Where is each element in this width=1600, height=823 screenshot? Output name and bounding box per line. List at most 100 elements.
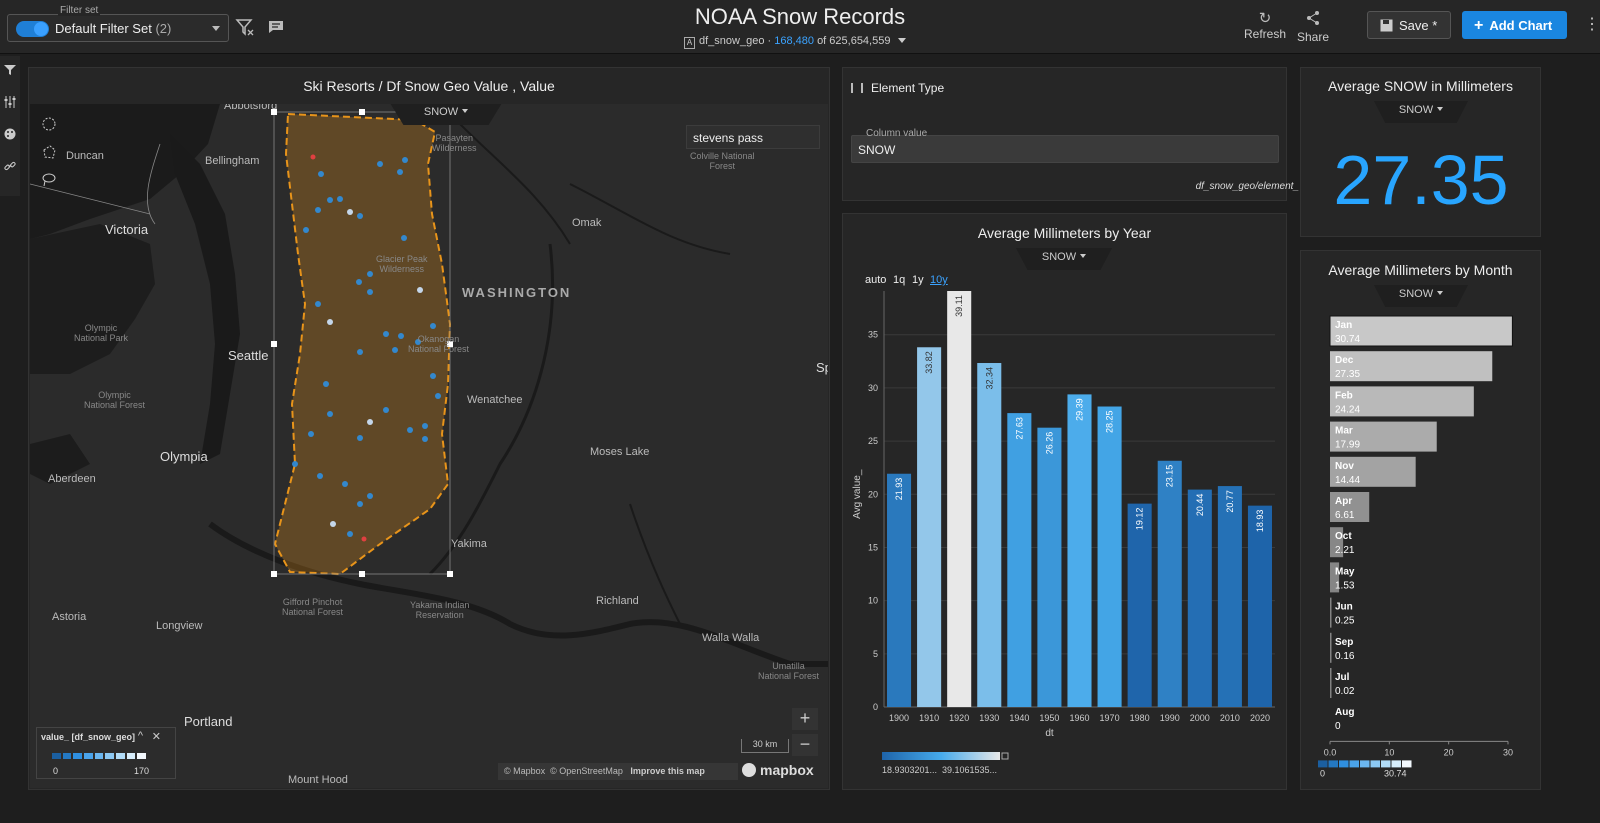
map-point (361, 536, 367, 542)
y-tick-label: 0 (873, 702, 878, 712)
x-tick-label: 30 (1503, 747, 1513, 757)
resize-handle[interactable] (271, 341, 277, 347)
draw-lasso-icon[interactable] (42, 173, 56, 187)
link-icon[interactable] (0, 152, 20, 184)
zoom-out-button[interactable]: − (792, 734, 818, 756)
park-label: Okanogan National Forest (408, 334, 470, 354)
map-point (330, 521, 336, 527)
park-label: Umatilla National Forest (758, 661, 820, 681)
palette-icon[interactable] (0, 120, 20, 152)
year-bar (1097, 406, 1122, 707)
month-bar-value: 6.61 (1335, 510, 1355, 521)
close-icon[interactable]: ✕ (151, 731, 161, 743)
timeframe-1q[interactable]: 1q (893, 274, 906, 286)
color-scale-max: 39.1061535... (942, 765, 997, 775)
comment-icon[interactable] (267, 19, 285, 40)
filter-set-toggle[interactable] (16, 21, 49, 37)
more-menu-icon[interactable]: ⋮ (1584, 16, 1600, 33)
map-point (367, 419, 373, 425)
map-search-input[interactable]: stevens pass (686, 125, 820, 149)
legend-swatch (1381, 760, 1391, 768)
year-measure-tab[interactable]: SNOW (1016, 248, 1112, 270)
x-tick-label: 1950 (1039, 713, 1059, 723)
save-button[interactable]: Save * (1367, 11, 1451, 39)
month-bar-value: 30.74 (1335, 334, 1360, 345)
kpi-value: 27.35 (1333, 141, 1509, 219)
x-tick-label: 1940 (1009, 713, 1029, 723)
year-bar (977, 363, 1002, 707)
selection-polygon[interactable] (273, 112, 452, 576)
timeframe-auto[interactable]: auto (865, 274, 887, 286)
map-canvas[interactable]: SNOW Abbotsford Duncan Bellingham Victor… (30, 104, 828, 788)
month-bar-category: Sep (1335, 637, 1353, 648)
place-label: Aberdeen (48, 473, 96, 485)
month-bar-value: 17.99 (1335, 440, 1360, 451)
map-point (327, 411, 333, 417)
legend-swatch (1391, 760, 1401, 768)
legend-swatch (1339, 760, 1349, 768)
year-bar-label: 18.93 (1255, 510, 1265, 533)
map-terrain (30, 104, 828, 788)
map-point (347, 531, 353, 537)
place-label: Duncan (66, 150, 104, 162)
draw-polygon-icon[interactable] (42, 145, 56, 159)
month-bar-value: 1.53 (1335, 580, 1355, 591)
year-bar-label: 23.15 (1165, 465, 1175, 488)
refresh-button[interactable]: ↻ Refresh (1244, 10, 1286, 41)
resize-handle[interactable] (359, 109, 365, 115)
month-bar-value: 14.44 (1335, 475, 1360, 486)
year-bar-label: 39.11 (954, 295, 964, 317)
color-scale-bar (882, 752, 1000, 760)
month-measure-tab[interactable]: SNOW (1374, 285, 1468, 307)
map-point (415, 339, 421, 345)
x-tick-label: 1910 (919, 713, 939, 723)
map-point (292, 461, 298, 467)
month-bar-value: 0.02 (1335, 686, 1355, 697)
column-value-field[interactable]: Column value SNOW (851, 128, 1279, 163)
filter-set-select[interactable]: Filter set Default Filter Set (2) (7, 5, 229, 42)
zoom-in-button[interactable]: + (792, 708, 818, 730)
map-measure-tab[interactable]: SNOW (390, 104, 502, 125)
place-label: Bellingham (205, 155, 260, 167)
map-point (397, 169, 403, 175)
timeframe-1y[interactable]: 1y (912, 274, 924, 286)
kpi-measure-tab[interactable]: SNOW (1374, 101, 1468, 123)
color-scale-min: 18.9303201... (882, 765, 937, 775)
timeframe-10y[interactable]: 10y (930, 274, 948, 286)
resize-handle[interactable] (359, 571, 365, 577)
map-panel-title: Ski Resorts / Df Snow Geo Value , Value (303, 78, 555, 94)
place-label: Abbotsford (224, 104, 278, 112)
sliders-icon[interactable] (0, 88, 20, 120)
resize-handle[interactable] (447, 571, 453, 577)
resize-handle[interactable] (271, 109, 277, 115)
share-button[interactable]: Share (1297, 10, 1329, 44)
chevron-down-icon (898, 38, 907, 43)
add-chart-button[interactable]: + Add Chart (1462, 11, 1567, 39)
park-label: Yakama Indian Reservation (410, 600, 470, 620)
osm-link[interactable]: © OpenStreetMap (550, 766, 623, 776)
improve-map-link[interactable]: Improve this map (630, 766, 705, 776)
y-tick-label: 5 (873, 649, 878, 659)
month-bar (1330, 421, 1437, 452)
year-bar-label: 26.26 (1044, 432, 1054, 455)
map-point (357, 435, 363, 441)
resize-handle[interactable] (271, 571, 277, 577)
map-point (398, 333, 404, 339)
map-point (315, 207, 321, 213)
legend-swatch (1402, 760, 1412, 768)
month-bar (1330, 527, 1344, 558)
collapse-icon[interactable]: ^ (137, 730, 143, 742)
month-bar (1330, 632, 1332, 663)
place-label: Longview (156, 620, 203, 632)
clear-filter-icon[interactable] (235, 17, 255, 42)
year-bar (1067, 394, 1092, 707)
place-label: Mount Hood (288, 774, 348, 786)
map-point (347, 209, 353, 215)
filter-icon[interactable] (0, 56, 20, 88)
month-bar-category: Feb (1335, 390, 1353, 401)
draw-circle-icon[interactable] (42, 117, 56, 131)
mapbox-link[interactable]: © Mapbox (504, 766, 546, 776)
resize-handle[interactable] (447, 341, 453, 347)
map-point (430, 373, 436, 379)
